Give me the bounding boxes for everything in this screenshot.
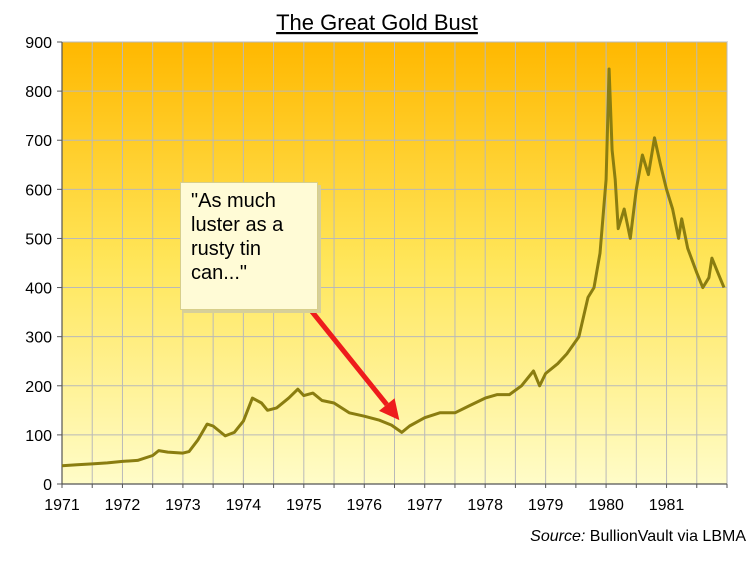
- y-tick-label: 100: [25, 428, 52, 445]
- axes: 0 100 200 300 400 500 600 700 800 900 1971 1972 1973…: [25, 35, 728, 514]
- series-layer: [61, 67, 726, 468]
- annotation-arrow: [295, 291, 400, 421]
- source-credit: Source: BullionVault via LBMA: [440, 528, 746, 546]
- arrow-head: [379, 398, 400, 421]
- x-tick-label: 1978: [467, 497, 503, 514]
- y-tick-label: 800: [25, 84, 52, 101]
- y-tick-label: 200: [25, 379, 52, 396]
- x-tick-label: 1972: [105, 497, 141, 514]
- y-tick-label: 500: [25, 231, 52, 248]
- y-tick-label: 0: [43, 477, 52, 494]
- x-tick-label: 1976: [346, 497, 382, 514]
- y-tick-label: 700: [25, 133, 52, 150]
- x-tick-label: 1971: [44, 497, 80, 514]
- x-tick-label: 1975: [286, 497, 322, 514]
- y-tick-label: 300: [25, 330, 52, 347]
- x-tick-label: 1973: [165, 497, 201, 514]
- x-tick-label: 1981: [649, 497, 685, 514]
- x-tick-label: 1977: [407, 497, 443, 514]
- x-tick-label: 1980: [588, 497, 624, 514]
- chart-title: The Great Gold Bust: [276, 10, 478, 35]
- series-line: [61, 67, 726, 468]
- y-tick-label: 400: [25, 281, 52, 298]
- y-tick-label: 600: [25, 182, 52, 199]
- x-tick-label: 1974: [226, 497, 262, 514]
- source-label: Source:: [530, 528, 586, 545]
- arrow-shaft: [295, 291, 389, 407]
- x-tick-label: 1979: [528, 497, 564, 514]
- annotation-box: "As much luster as a rusty tin can...": [180, 182, 318, 310]
- y-tick-label: 900: [25, 35, 52, 52]
- source-text: BullionVault via LBMA: [589, 528, 746, 545]
